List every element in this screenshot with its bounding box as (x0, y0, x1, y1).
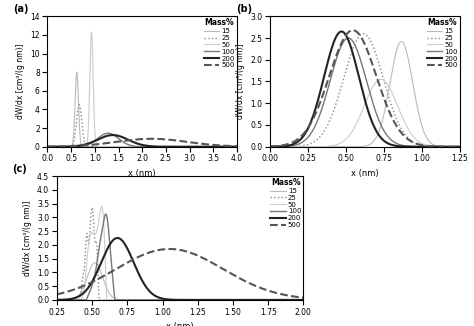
Legend: 15, 25, 50, 100, 200, 500: 15, 25, 50, 100, 200, 500 (203, 17, 237, 70)
Y-axis label: dW/dx [cm³/(g nm)]: dW/dx [cm³/(g nm)] (16, 44, 25, 119)
Y-axis label: dW/dx [cm³/(g nm)]: dW/dx [cm³/(g nm)] (236, 44, 245, 119)
X-axis label: x (nm): x (nm) (166, 322, 194, 326)
X-axis label: x (nm): x (nm) (351, 169, 379, 178)
Legend: 15, 25, 50, 100, 200, 500: 15, 25, 50, 100, 200, 500 (426, 17, 459, 70)
Y-axis label: dW/dx [cm³/(g nm)]: dW/dx [cm³/(g nm)] (23, 200, 32, 276)
Text: (b): (b) (236, 4, 252, 14)
Text: (a): (a) (13, 4, 29, 14)
X-axis label: x (nm): x (nm) (128, 169, 156, 178)
Legend: 15, 25, 50, 100, 200, 500: 15, 25, 50, 100, 200, 500 (269, 177, 303, 230)
Text: (c): (c) (12, 164, 27, 173)
